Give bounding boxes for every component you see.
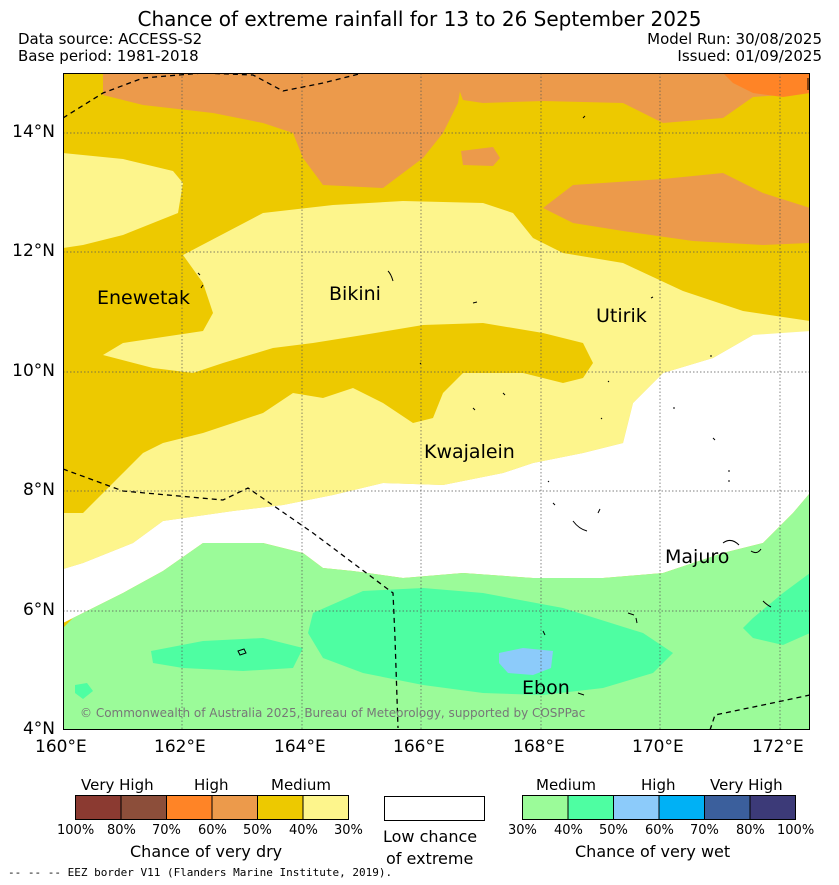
dry-swatch-5: [257, 795, 304, 820]
dry-tick-100: 100%: [57, 823, 95, 838]
map-title: Chance of extreme rainfall for 13 to 26 …: [137, 7, 702, 31]
lon-tick-164: 164°E: [274, 737, 326, 757]
low-chance-swatch: [384, 796, 485, 821]
place-utirik: Utirik: [596, 305, 647, 327]
region-wet-high-low: [499, 648, 553, 675]
lat-tick-10: 10°N: [12, 361, 55, 381]
wet-tick-50: 50%: [599, 823, 628, 838]
region-low-chance: [64, 331, 809, 623]
region-dry-medium-low-central: [64, 201, 809, 569]
wet-swatch-6: [749, 795, 796, 820]
region-wet-medium-high-dot: [75, 683, 93, 699]
graticule: [64, 74, 809, 729]
lon-tick-168: 168°E: [513, 737, 565, 757]
place-kwajalein: Kwajalein: [424, 441, 515, 463]
wet-colorbar: [522, 795, 796, 820]
region-dry-very-high-corner: [724, 74, 809, 97]
rainfall-map: Enewetak Bikini Utirik Kwajalein Majuro …: [63, 73, 810, 730]
dry-heading-medium: Medium: [271, 776, 331, 794]
eez-borders: [64, 74, 809, 729]
lat-tick-14: 14°N: [12, 122, 55, 142]
region-wet-medium-high-west: [151, 638, 303, 671]
wet-heading-high: High: [641, 776, 676, 794]
issued-date: Issued: 01/09/2025: [677, 47, 822, 65]
wet-tick-40: 40%: [554, 823, 583, 838]
wet-tick-30: 30%: [508, 823, 537, 838]
wet-swatch-3: [613, 795, 660, 820]
lat-tick-12: 12°N: [12, 241, 55, 261]
wet-heading-very-high: Very High: [710, 776, 783, 794]
dry-tick-60: 60%: [198, 823, 227, 838]
place-bikini: Bikini: [329, 283, 381, 305]
dry-swatch-2: [120, 795, 167, 820]
wet-swatch-4: [658, 795, 705, 820]
copyright-notice: © Commonwealth of Australia 2025, Bureau…: [80, 706, 586, 720]
data-source: Data source: ACCESS-S2: [18, 30, 203, 48]
region-wet-medium-high-east: [743, 573, 809, 645]
wet-heading-medium: Medium: [536, 776, 596, 794]
dry-tick-50: 50%: [243, 823, 272, 838]
place-ebon: Ebon: [522, 677, 570, 699]
eez-footnote: -- -- -- EEZ border V11 (Flanders Marine…: [8, 866, 393, 879]
island-outlines: [197, 78, 809, 696]
region-dry-high-north: [103, 74, 463, 188]
wet-legend-title: Chance of very wet: [575, 842, 731, 861]
dry-heading-high: High: [194, 776, 229, 794]
lon-tick-162: 162°E: [154, 737, 206, 757]
wet-swatch-5: [704, 795, 751, 820]
region-dry-high-east: [543, 173, 809, 245]
dry-swatch-4: [211, 795, 258, 820]
low-chance-label-2: of extreme: [386, 849, 474, 868]
wet-tick-100: 100%: [777, 823, 815, 838]
dry-tick-80: 80%: [107, 823, 136, 838]
lon-tick-160: 160°E: [35, 737, 87, 757]
lat-tick-4: 4°N: [22, 719, 55, 739]
lat-tick-6: 6°N: [22, 600, 55, 620]
lon-tick-170: 170°E: [632, 737, 684, 757]
base-period: Base period: 1981-2018: [18, 47, 199, 65]
dry-tick-30: 30%: [334, 823, 363, 838]
region-dry-medium-low-west: [64, 153, 183, 248]
dry-swatch-6: [302, 795, 349, 820]
dry-swatch-1: [75, 795, 122, 820]
lat-tick-8: 8°N: [22, 480, 55, 500]
dry-tick-70: 70%: [152, 823, 181, 838]
dry-tick-40: 40%: [289, 823, 318, 838]
dry-colorbar: [75, 795, 349, 820]
place-enewetak: Enewetak: [97, 287, 191, 309]
region-dry-high-blob: [461, 147, 500, 166]
dry-heading-very-high: Very High: [81, 776, 154, 794]
region-wet-medium-high-south: [308, 588, 673, 695]
lon-tick-166: 166°E: [393, 737, 445, 757]
low-chance-label-1: Low chance: [383, 827, 478, 846]
dry-legend-title: Chance of very dry: [130, 842, 283, 861]
wet-swatch-1: [522, 795, 569, 820]
region-dry-high-north-west: [453, 74, 809, 123]
dry-swatch-3: [166, 795, 213, 820]
map-canvas: [64, 74, 809, 729]
lon-tick-172: 172°E: [752, 737, 804, 757]
place-majuro: Majuro: [665, 546, 730, 568]
wet-tick-70: 70%: [690, 823, 719, 838]
wet-tick-80: 80%: [736, 823, 765, 838]
wet-tick-60: 60%: [645, 823, 674, 838]
wet-swatch-2: [567, 795, 614, 820]
model-run: Model Run: 30/08/2025: [647, 30, 822, 48]
